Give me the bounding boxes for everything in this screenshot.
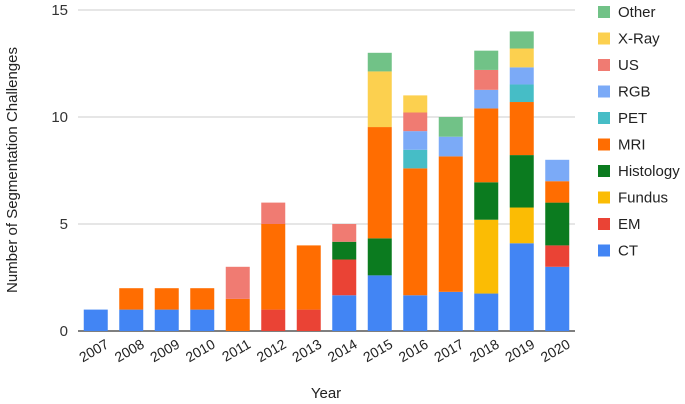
x-axis-title: Year xyxy=(311,385,341,402)
bar-segment-2007-ct xyxy=(83,309,108,331)
x-tick-label: 2009 xyxy=(147,336,182,366)
x-tick-label: 2008 xyxy=(112,336,147,366)
bar-segment-2018-ct xyxy=(474,293,499,331)
legend-swatch-mri xyxy=(598,138,610,151)
legend-swatch-histology xyxy=(598,165,610,177)
y-axis-title: Number of Segmentation Challenges xyxy=(4,47,21,293)
bar-segment-2018-other xyxy=(474,50,499,70)
bar-segment-2016-ct xyxy=(403,295,428,331)
bar-segment-2020-ct xyxy=(545,266,570,331)
bar-segment-2020-em xyxy=(545,245,570,267)
legend-label-ct: CT xyxy=(618,243,638,260)
legend-label-us: US xyxy=(618,57,639,74)
bar-segment-2020-rgb xyxy=(545,159,570,182)
bar-segment-2019-pet xyxy=(509,84,534,103)
bar-segment-2018-fundus xyxy=(474,219,499,294)
bar-segment-2016-x-ray xyxy=(403,95,428,113)
legend-label-other: Other xyxy=(618,4,656,21)
bar-segment-2016-mri xyxy=(403,168,428,296)
bar-segment-2015-other xyxy=(367,52,392,72)
bars xyxy=(83,31,570,331)
x-tick-label: 2012 xyxy=(254,336,289,366)
y-tick-label: 0 xyxy=(60,323,68,340)
bar-segment-2019-histology xyxy=(509,155,534,208)
x-axis-ticks: 2007 2008 2009 2010 2011 2012 2013 2014 2015 2016… xyxy=(76,336,573,366)
bar-segment-2019-other xyxy=(509,31,534,49)
bar-segment-2012-mri xyxy=(261,224,286,310)
x-tick-label: 2018 xyxy=(467,336,502,366)
bar-segment-2019-fundus xyxy=(509,207,534,244)
legend-label-x-ray: X-Ray xyxy=(618,31,660,48)
bar-segment-2013-em xyxy=(296,309,321,331)
x-tick-label: 2010 xyxy=(183,336,218,366)
bar-segment-2015-histology xyxy=(367,238,392,276)
legend-label-mri: MRI xyxy=(618,137,646,154)
bar-segment-2012-em xyxy=(261,309,286,331)
bar-segment-2016-us xyxy=(403,112,428,132)
y-axis-ticks: 0 5 10 15 xyxy=(51,2,68,340)
bar-segment-2011-us xyxy=(225,266,250,299)
x-tick-label: 2019 xyxy=(502,336,537,366)
bar-segment-2018-mri xyxy=(474,108,499,183)
x-tick-label: 2016 xyxy=(396,336,431,366)
y-tick-label: 5 xyxy=(60,216,68,233)
x-tick-label: 2015 xyxy=(360,336,395,366)
bar-segment-2019-rgb xyxy=(509,67,534,85)
bar-segment-2015-x-ray xyxy=(367,71,392,128)
gridlines xyxy=(78,9,575,332)
bar-segment-2019-ct xyxy=(509,243,534,331)
bar-segment-2014-em xyxy=(332,259,357,296)
bar-segment-2017-rgb xyxy=(438,136,463,157)
legend-label-rgb: RGB xyxy=(618,84,651,101)
bar-segment-2008-mri xyxy=(119,288,144,310)
bar-segment-2018-us xyxy=(474,69,499,90)
bar-segment-2009-mri xyxy=(154,288,179,310)
x-tick-label: 2011 xyxy=(219,336,253,365)
bar-segment-2014-us xyxy=(332,224,357,242)
legend-label-pet: PET xyxy=(618,110,647,127)
bar-segment-2013-mri xyxy=(296,245,321,310)
bar-segment-2017-mri xyxy=(438,156,463,292)
legend-swatch-ct xyxy=(598,244,610,257)
bar-segment-2012-us xyxy=(261,202,286,224)
bar-segment-2017-ct xyxy=(438,291,463,331)
legend-swatch-em xyxy=(598,218,610,230)
bar-segment-2010-ct xyxy=(190,309,215,331)
legend-swatch-rgb xyxy=(598,85,610,98)
legend-swatch-pet xyxy=(598,112,610,124)
bar-segment-2016-pet xyxy=(403,149,428,169)
x-tick-label: 2013 xyxy=(289,336,324,366)
x-tick-label: 2017 xyxy=(431,336,466,366)
bar-segment-2020-histology xyxy=(545,202,570,246)
bar-segment-2008-ct xyxy=(119,309,144,331)
legend-label-em: EM xyxy=(618,216,641,233)
bar-segment-2014-ct xyxy=(332,295,357,331)
bar-segment-2020-mri xyxy=(545,181,570,203)
legend-label-histology: Histology xyxy=(618,163,680,180)
bar-segment-2018-histology xyxy=(474,182,499,220)
bar-segment-2011-mri xyxy=(225,298,250,331)
bar-segment-2009-ct xyxy=(154,309,179,331)
y-tick-label: 15 xyxy=(51,2,68,19)
legend-swatch-x-ray xyxy=(598,32,610,45)
y-tick-label: 10 xyxy=(51,109,68,126)
x-tick-label: 2007 xyxy=(76,336,111,366)
legend: Other X-Ray US RGB PET MRI Histology Fundus EM CT xyxy=(598,4,680,260)
legend-swatch-us xyxy=(598,59,610,71)
legend-swatch-fundus xyxy=(598,191,610,204)
legend-label-fundus: Fundus xyxy=(618,190,668,207)
x-tick-label: 2014 xyxy=(325,336,360,366)
bar-segment-2015-ct xyxy=(367,275,392,331)
bar-segment-2015-mri xyxy=(367,127,392,239)
bar-segment-2016-rgb xyxy=(403,131,428,150)
bar-segment-2019-x-ray xyxy=(509,48,534,68)
bar-segment-2018-rgb xyxy=(474,89,499,109)
bar-segment-2014-histology xyxy=(332,241,357,260)
legend-swatch-other xyxy=(598,6,610,18)
bar-segment-2017-other xyxy=(438,117,463,137)
bar-segment-2019-mri xyxy=(509,102,534,156)
x-tick-label: 2020 xyxy=(538,336,573,366)
bar-segment-2010-mri xyxy=(190,288,215,310)
